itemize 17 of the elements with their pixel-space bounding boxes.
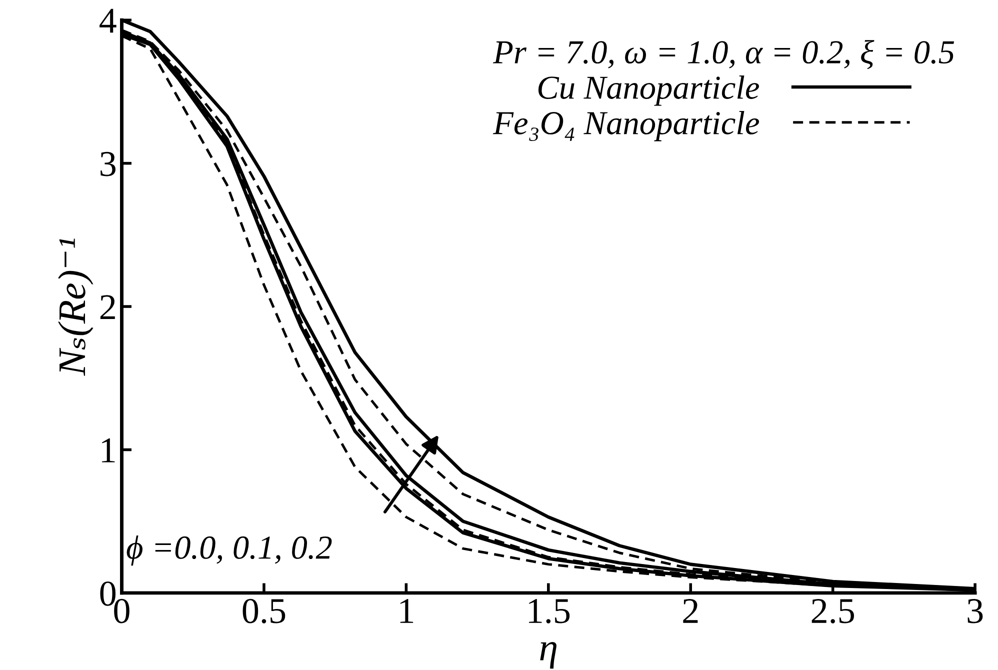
y-tick-label: 1: [102, 438, 115, 462]
y-tick-label: 4: [100, 8, 116, 33]
x-axis-title: η: [540, 642, 556, 669]
legend-label: Fe₃O₄ Nanoparticle: [492, 110, 759, 142]
x-tick-label: 1: [400, 599, 414, 623]
legend-label: Cu Nanoparticle: [538, 76, 759, 106]
x-tick-label: 3: [968, 598, 983, 624]
y-tick-label: 0: [100, 581, 116, 606]
x-tick-label: 2.5: [812, 598, 854, 624]
annotation: ϕ =0.0, 0.1, 0.2: [126, 535, 332, 566]
legend-title: Pr = 7.0, ω = 1.0, α = 0.2, ξ = 0.5: [492, 40, 954, 70]
x-tick-label: 1.5: [529, 599, 570, 624]
y-tick-label: 3: [100, 152, 116, 176]
x-tick-label: 0.5: [242, 598, 286, 624]
x-tick-label: 2: [683, 598, 698, 623]
y-axis-title: Nₛ(Re)⁻¹: [58, 238, 94, 376]
y-tick-label: 2: [100, 295, 115, 320]
